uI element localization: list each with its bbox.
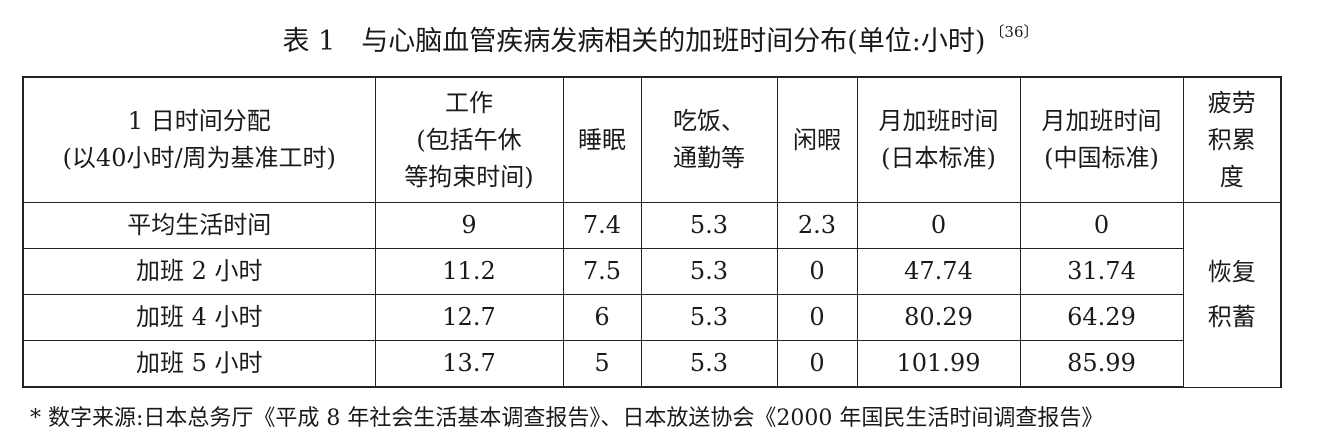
cell-sleep: 6: [562, 294, 642, 341]
cell-work: 13.7: [374, 340, 564, 388]
table-caption: 表 1 与心脑血管疾病发病相关的加班时间分布(单位:小时) 〔36〕: [0, 12, 1321, 62]
cell-sleep: 7.5: [562, 248, 642, 295]
cell-meals-commute: 5.3: [640, 248, 778, 295]
source-note: * 数字来源:日本总务厅《平成 8 年社会生活基本调查报告》、日本放送协会《20…: [30, 406, 1104, 431]
row-label: 加班 2 小时: [22, 248, 376, 295]
caption-title: 与心脑血管疾病发病相关的加班时间分布(单位:小时): [361, 26, 986, 57]
cell-leisure: 0: [776, 248, 858, 295]
table-row: 加班 5 小时 13.7 5 5.3 0 101.99 85.99: [22, 340, 1281, 388]
cell-overtime-china: 0: [1019, 202, 1184, 249]
cell-sleep: 7.4: [562, 202, 642, 249]
cell-leisure: 2.3: [776, 202, 858, 249]
cell-leisure: 0: [776, 294, 858, 341]
cell-overtime-japan: 101.99: [856, 340, 1021, 388]
cell-overtime-japan: 0: [856, 202, 1021, 249]
cell-fatigue: 恢复 积蓄: [1182, 202, 1282, 388]
table-row: 平均生活时间 9 7.4 5.3 2.3 0 0 恢复 积蓄: [22, 202, 1282, 388]
table-row: 加班 2 小时 11.2 7.5 5.3 0 47.74 31.74: [22, 248, 1281, 295]
header-leisure: 闲暇: [776, 76, 858, 203]
overtime-table: 1 日时间分配 (以40小时/周为基准工时) 工作 (包括午休 等拘束时间) 睡…: [22, 76, 1282, 388]
header-row: 1 日时间分配 (以40小时/周为基准工时) 工作 (包括午休 等拘束时间) 睡…: [22, 76, 1282, 203]
header-overtime-japan: 月加班时间 (日本标准): [856, 76, 1021, 203]
cell-meals-commute: 5.3: [640, 340, 778, 388]
header-fatigue: 疲劳 积累 度: [1182, 76, 1282, 203]
row-label: 平均生活时间: [22, 202, 376, 249]
cell-work: 11.2: [374, 248, 564, 295]
table-row: 加班 4 小时 12.7 6 5.3 0 80.29 64.29: [22, 294, 1281, 341]
cell-work: 9: [374, 202, 564, 249]
header-work: 工作 (包括午休 等拘束时间): [374, 76, 564, 203]
caption-reference: 〔36〕: [989, 23, 1039, 41]
cell-overtime-japan: 80.29: [856, 294, 1021, 341]
row-label: 加班 5 小时: [22, 340, 376, 388]
caption-label: 表 1: [282, 26, 336, 57]
header-time-allocation: 1 日时间分配 (以40小时/周为基准工时): [22, 76, 376, 203]
cell-leisure: 0: [776, 340, 858, 388]
cell-meals-commute: 5.3: [640, 294, 778, 341]
cell-overtime-japan: 47.74: [856, 248, 1021, 295]
header-sleep: 睡眠: [562, 76, 642, 203]
cell-overtime-china: 64.29: [1019, 294, 1184, 341]
cell-work: 12.7: [374, 294, 564, 341]
cell-overtime-china: 85.99: [1019, 340, 1184, 388]
cell-sleep: 5: [562, 340, 642, 388]
row-label: 加班 4 小时: [22, 294, 376, 341]
header-meals-commute: 吃饭、 通勤等: [640, 76, 778, 203]
cell-meals-commute: 5.3: [640, 202, 778, 249]
cell-overtime-china: 31.74: [1019, 248, 1184, 295]
header-overtime-china: 月加班时间 (中国标准): [1019, 76, 1184, 203]
